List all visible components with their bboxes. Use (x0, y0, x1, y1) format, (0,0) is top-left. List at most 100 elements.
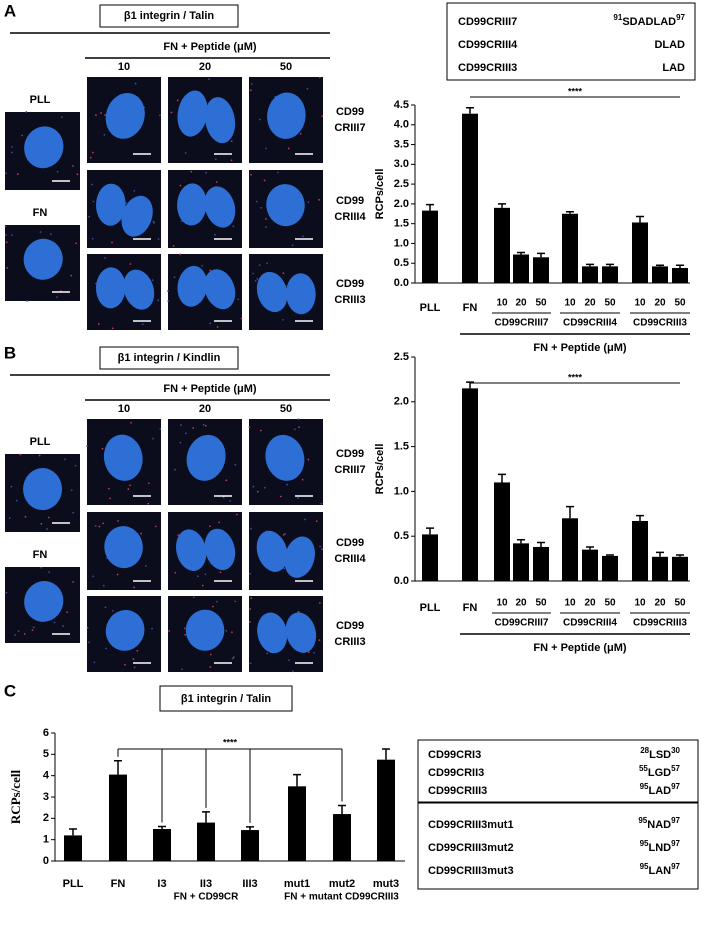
dot (284, 532, 286, 535)
nucleus (286, 273, 316, 315)
dot (318, 198, 321, 201)
dot (216, 326, 219, 328)
dot (40, 522, 43, 525)
dot (234, 600, 237, 603)
dot (302, 235, 304, 238)
dot (38, 454, 41, 457)
label: **** (568, 86, 583, 96)
dot (103, 133, 106, 136)
dot (205, 171, 207, 174)
sequence: 55LGD57 (639, 764, 681, 779)
sequence: 91SDADLAD97 (613, 13, 685, 28)
sequence: DLAD (654, 39, 685, 51)
x-tick-label: I3 (157, 878, 166, 890)
x-tick-label: 10 (496, 598, 508, 609)
dot (136, 649, 139, 652)
sequence: 95NAD97 (638, 816, 680, 831)
y-tick-label: 0.5 (394, 257, 409, 269)
dot (26, 299, 28, 302)
error-bar (69, 828, 77, 836)
bar (533, 257, 549, 283)
bar (672, 267, 688, 283)
dot (172, 244, 175, 247)
bar (632, 520, 648, 581)
x-tick-label: mut3 (373, 878, 399, 890)
dot (179, 253, 182, 256)
dot (291, 244, 294, 247)
dot (49, 233, 52, 235)
dot (180, 424, 182, 426)
error-bar (606, 263, 614, 267)
dot (266, 262, 269, 265)
dot (5, 233, 7, 236)
label: CD99CRII3 (428, 767, 484, 779)
label: B (4, 343, 16, 362)
error-bar (566, 211, 574, 214)
dot (174, 468, 176, 471)
nucleus (266, 184, 305, 227)
label: CRIII7 (334, 464, 365, 476)
nucleus (23, 468, 63, 511)
residues: LAD (662, 62, 685, 74)
label: CD99 (336, 195, 364, 207)
dot (70, 274, 73, 277)
dot (256, 278, 259, 280)
bar (422, 534, 438, 581)
dot (208, 78, 210, 80)
dot (250, 597, 253, 600)
dot (209, 653, 212, 656)
bar (462, 388, 478, 581)
dot (307, 458, 310, 461)
bar (602, 266, 618, 283)
nucleus (285, 612, 317, 653)
error-bar (537, 541, 545, 547)
label: C (4, 681, 16, 700)
x-tick-label: 50 (604, 298, 616, 309)
dot (25, 111, 28, 113)
error-bar (656, 551, 664, 557)
y-tick-label: 2.5 (394, 178, 409, 190)
error-bar (114, 759, 122, 775)
dot (287, 147, 290, 150)
label: β1 integrin / Talin (181, 693, 272, 705)
dot (104, 114, 106, 117)
dot (321, 115, 324, 118)
error-bar (636, 514, 644, 521)
error-bar (676, 264, 684, 268)
label: **** (568, 372, 583, 382)
dot (24, 515, 27, 518)
error-bar (293, 773, 301, 787)
dot (147, 482, 150, 485)
group-label: FN + CD99CR (174, 892, 240, 903)
dot (86, 626, 89, 629)
label: 10 (118, 403, 130, 415)
dot (10, 145, 13, 148)
dot (76, 173, 79, 176)
error-bar (517, 539, 525, 544)
residues: LND (648, 842, 671, 854)
dot (152, 437, 155, 440)
dot (179, 441, 182, 444)
dot (265, 147, 267, 150)
superscript: 30 (671, 746, 680, 755)
dot (258, 264, 261, 267)
dot (11, 234, 13, 237)
bar (241, 830, 259, 861)
dot (218, 521, 221, 524)
x-tick-label: FN (111, 878, 126, 890)
label: RCPs/cell (374, 444, 386, 495)
dot (297, 418, 300, 421)
dot (21, 134, 24, 137)
dot (56, 170, 59, 173)
dot (320, 502, 323, 505)
bar (582, 549, 598, 581)
dot (4, 225, 7, 228)
bar (494, 482, 510, 581)
group-label: CD99CRIII3 (633, 318, 687, 329)
dot (184, 633, 187, 636)
dot (40, 566, 43, 569)
nucleus (186, 434, 226, 481)
dot (91, 151, 94, 154)
dot (157, 299, 160, 302)
